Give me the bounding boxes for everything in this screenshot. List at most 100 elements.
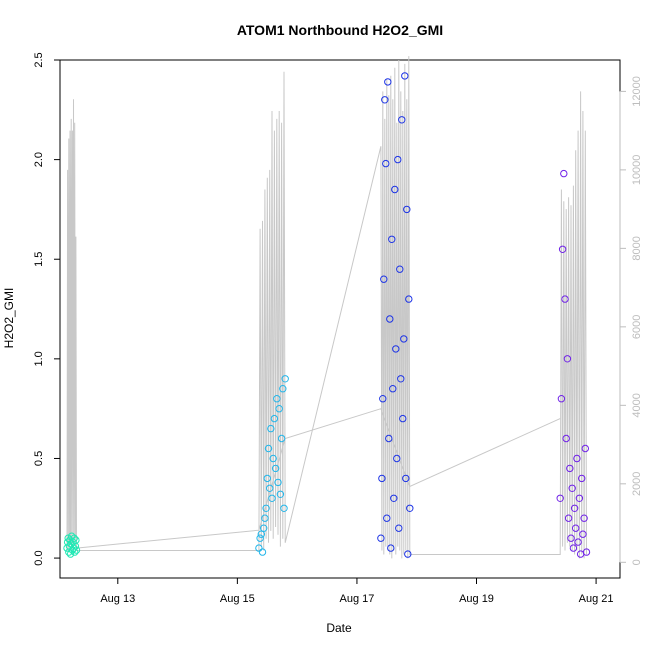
right-tick-label: 6000 [631,315,643,339]
data-point [570,504,579,512]
right-tick-label: 4000 [631,393,643,417]
data-point [392,345,400,353]
altitude-line [66,56,587,559]
points-layer [63,72,591,558]
data-point [566,464,574,473]
data-point [281,375,289,383]
y-tick-label: 2.5 [33,52,45,67]
y-tick-label: 1.5 [33,252,45,267]
right-axis: 0 2000 4000 6000 8000 10000 12000 [619,76,643,565]
x-axis: Aug 13 Aug 15 Aug 17 Aug 19 Aug 21 [100,577,614,605]
data-point [378,474,386,483]
x-tick-label: Aug 13 [100,593,135,605]
data-point [383,514,391,522]
data-point [72,536,80,544]
data-point [382,159,390,168]
data-point [261,514,269,522]
data-point [574,538,582,546]
data-point [275,405,283,413]
data-point [263,474,271,483]
data-point [388,235,396,244]
y-tick-label: 0.0 [33,550,45,565]
data-point [270,414,279,423]
data-point [390,494,398,502]
data-point [395,524,403,532]
data-point [380,275,388,283]
data-point [564,514,573,522]
data-point [394,155,402,164]
altitude-layer [66,56,587,559]
data-point [575,494,584,502]
data-point [72,546,81,554]
data-point [264,444,273,453]
data-point [393,454,401,463]
data-point [403,205,411,214]
data-point [384,78,392,86]
data-point [580,514,588,522]
data-point [581,444,589,453]
connector-line [76,408,561,549]
data-point [63,538,72,546]
data-point [274,478,282,487]
data-point [401,72,409,80]
data-point [405,295,413,303]
right-tick-label: 0 [631,559,643,565]
x-tick-label: Aug 21 [579,593,614,605]
data-point [406,504,414,512]
data-point [260,524,268,532]
right-tick-label: 10000 [631,155,643,186]
data-point [556,494,564,502]
data-point [385,434,393,443]
right-tick-label: 8000 [631,236,643,260]
data-point [568,484,576,492]
x-tick-label: Aug 19 [459,593,494,605]
data-point [262,504,270,512]
data-point [399,414,407,423]
data-point [267,424,275,433]
data-point [402,474,410,483]
data-point [258,548,267,556]
x-axis-label: Date [326,621,352,635]
data-point [560,169,568,178]
right-tick-label: 2000 [631,472,643,496]
data-point [563,355,572,363]
data-point [276,490,285,498]
data-point [386,315,394,323]
data-point [404,550,412,558]
x-tick-label: Aug 17 [340,593,375,605]
data-point [557,395,566,403]
data-point [277,434,286,443]
data-point [562,434,570,443]
data-point [381,96,389,104]
y-tick-label: 2.0 [33,152,45,167]
data-point [567,534,575,542]
connector-layer [76,408,561,549]
plot-frame [59,59,621,579]
data-point [268,494,276,502]
data-point [271,464,280,473]
data-point [396,265,404,273]
y-axis-label: H2O2_GMI [2,288,16,349]
y-tick-label: 0.5 [33,451,45,466]
y-axis: 0.0 0.5 1.0 1.5 2.0 2.5 [33,52,60,566]
x-tick-label: Aug 15 [220,593,255,605]
data-point [398,116,406,124]
data-point [582,548,591,556]
data-point [279,385,287,393]
data-point [66,550,75,558]
data-point [391,185,399,194]
data-point [379,395,387,403]
data-point [569,544,578,552]
chart-title: ATOM1 Northbound H2O2_GMI [237,22,443,38]
data-point [389,385,397,393]
data-point [561,295,569,303]
data-point [579,530,587,538]
data-point [578,474,586,483]
right-tick-label: 12000 [631,76,643,107]
y-tick-label: 1.0 [33,351,45,366]
data-point [269,454,277,463]
data-point [256,534,264,542]
data-point [273,395,281,403]
data-point [573,454,581,463]
